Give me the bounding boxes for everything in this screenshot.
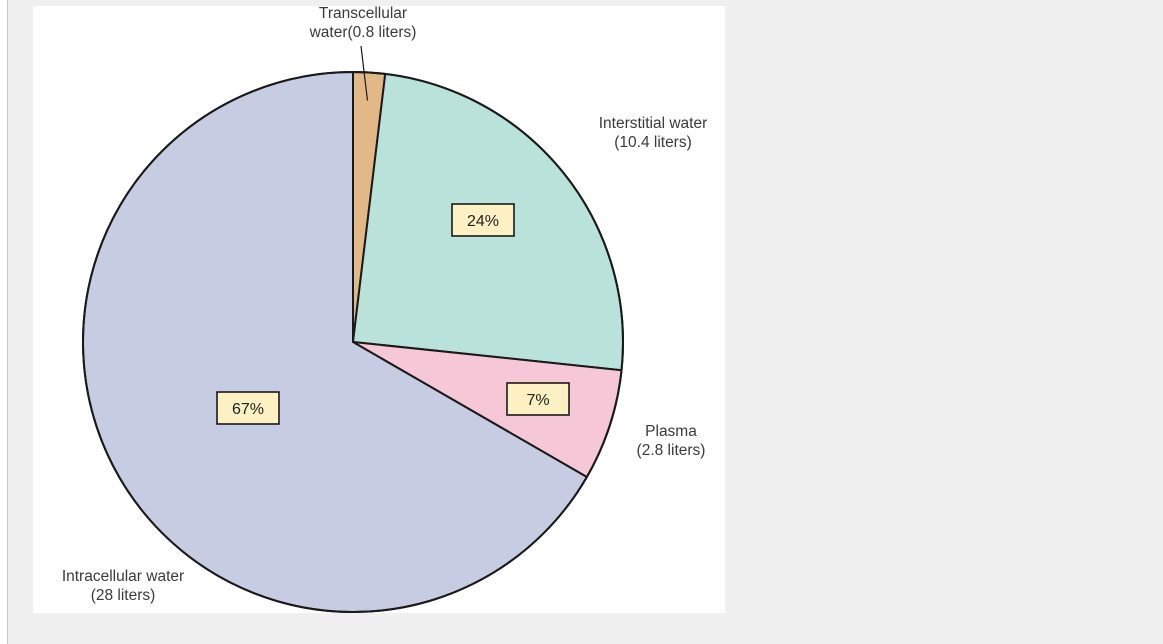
pie-outline	[82, 71, 624, 613]
pie-chart: Transcellular water(0.8 liters) Interstiti…	[62, 6, 708, 613]
percent-label-plasma: 7%	[526, 392, 549, 409]
percent-box-intracellular-water	[216, 391, 280, 425]
slice-label-interstitial-water: Interstitial water (10.4 liters)	[599, 115, 708, 151]
slice-label-plasma: Plasma (2.8 liters)	[637, 423, 706, 459]
percent-label-interstitial-water: 24%	[467, 213, 499, 230]
chart-panel: Transcellular water(0.8 liters) Interstiti…	[33, 6, 725, 613]
percent-label-intracellular-water: 67%	[232, 401, 264, 418]
slice-label-transcellular: Transcellular water(0.8 liters)	[309, 6, 417, 41]
leader-line-transcellular	[360, 45, 369, 101]
percent-box-interstitial-water	[451, 203, 515, 237]
percent-box-plasma	[506, 382, 570, 416]
slice-label-intracellular-water: Intracellular water (28 liters)	[62, 568, 184, 604]
window-left-border	[0, 0, 8, 644]
